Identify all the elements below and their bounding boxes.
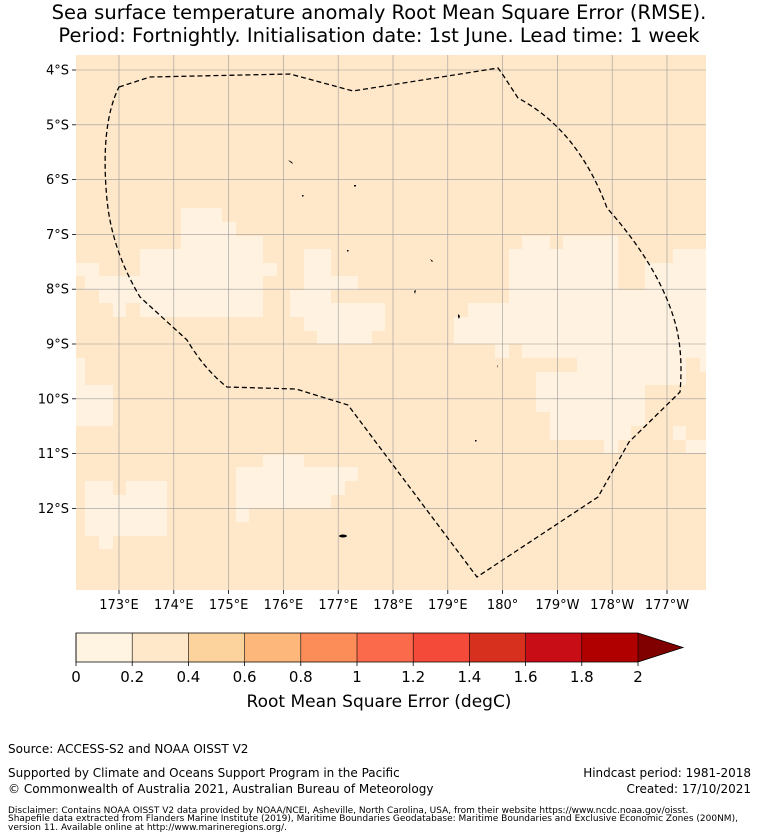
colorbar: 0 0.2 0.4 0.6 0.8 1 1.2 1.4 1.6 1.8 2 bbox=[71, 632, 685, 686]
disclaimer-line-2: Shapefile data extracted from Flanders M… bbox=[8, 814, 738, 824]
patch-southwest bbox=[85, 481, 167, 549]
island bbox=[458, 314, 460, 319]
colorbar-tick-label: 1.2 bbox=[401, 668, 425, 686]
latitude-label: 4°S bbox=[46, 64, 69, 79]
hindcast-period: Hindcast period: 1981-2018 bbox=[583, 766, 751, 780]
colorbar-segment bbox=[525, 633, 582, 662]
colorbar-tick-label: 2 bbox=[633, 668, 643, 686]
patch-west-central bbox=[76, 208, 277, 317]
latitude-label: 6°S bbox=[46, 173, 69, 188]
colorbar-segment bbox=[132, 633, 189, 662]
disclaimer-line-3: version 11. Available online at http://w… bbox=[8, 823, 287, 833]
latitude-label: 11°S bbox=[38, 447, 69, 462]
patch-center bbox=[290, 249, 385, 344]
longitude-label: 177°W bbox=[645, 598, 689, 613]
colorbar-tick-label: 1.8 bbox=[570, 668, 594, 686]
created-date: Created: 17/10/2021 bbox=[626, 782, 751, 796]
colorbar-tick-label: 1.4 bbox=[457, 668, 481, 686]
longitude-label: 178°E bbox=[373, 598, 413, 613]
support-text: Supported by Climate and Oceans Support … bbox=[8, 766, 400, 780]
colorbar-segment bbox=[76, 633, 133, 662]
island bbox=[354, 185, 356, 187]
longitude-labels: 173°E 174°E 175°E 176°E 177°E 178°E 179°E 180° 1… bbox=[99, 590, 689, 613]
longitude-label: 178°W bbox=[590, 598, 634, 613]
island bbox=[288, 160, 293, 164]
patch-west-edge bbox=[76, 358, 113, 426]
map-title-line-1: Sea surface temperature anomaly Root Mea… bbox=[51, 1, 707, 24]
colorbar-tick-label: 1.6 bbox=[514, 668, 538, 686]
island bbox=[339, 534, 347, 538]
longitude-label: 173°E bbox=[99, 598, 139, 613]
colorbar-tick-label: 0.4 bbox=[176, 668, 200, 686]
longitude-label: 174°E bbox=[154, 598, 194, 613]
latitude-label: 10°S bbox=[38, 392, 69, 407]
colorbar-segment bbox=[188, 633, 245, 662]
latitude-label: 12°S bbox=[38, 502, 69, 517]
source-text: Source: ACCESS-S2 and NOAA OISST V2 bbox=[8, 742, 249, 756]
latitude-label: 9°S bbox=[46, 338, 69, 353]
graticule bbox=[76, 55, 706, 590]
patch-south-central bbox=[236, 455, 358, 522]
longitude-label: 179°W bbox=[535, 598, 579, 613]
colorbar-segment bbox=[357, 633, 414, 662]
island bbox=[347, 250, 349, 252]
colorbar-tick-label: 0 bbox=[71, 668, 81, 686]
latitude-labels: 4°S 5°S 6°S 7°S 8°S 9°S 10°S 11°S 12°S bbox=[38, 64, 76, 517]
latitude-label: 8°S bbox=[46, 283, 69, 298]
latitude-label: 5°S bbox=[46, 118, 69, 133]
colorbar-segment bbox=[244, 633, 301, 662]
island bbox=[475, 440, 477, 442]
colorbar-segment bbox=[581, 633, 638, 662]
eez-boundary bbox=[104, 67, 682, 578]
island bbox=[497, 365, 498, 368]
longitude-label: 177°E bbox=[318, 598, 358, 613]
colorbar-tick-label: 1 bbox=[352, 668, 362, 686]
colorbar-tick-label: 0.6 bbox=[233, 668, 257, 686]
colorbar-tick-label: 0.8 bbox=[289, 668, 313, 686]
colorbar-segment bbox=[413, 633, 470, 662]
colorbar-tick-label: 0.2 bbox=[120, 668, 144, 686]
colorbar-extend-arrow bbox=[638, 633, 683, 662]
colorbar-label: Root Mean Square Error (degC) bbox=[246, 692, 512, 712]
colorbar-segment bbox=[469, 633, 526, 662]
longitude-label: 179°E bbox=[428, 598, 468, 613]
disclaimer-line-1: Disclaimer: Contains NOAA OISST V2 data … bbox=[8, 806, 689, 816]
patch-east-corner bbox=[673, 426, 706, 453]
longitude-label: 175°E bbox=[209, 598, 249, 613]
island bbox=[414, 290, 416, 294]
islands bbox=[288, 160, 498, 538]
latitude-label: 7°S bbox=[46, 228, 69, 243]
map-title-line-2: Period: Fortnightly. Initialisation date… bbox=[58, 24, 700, 47]
longitude-label: 176°E bbox=[264, 598, 304, 613]
copyright-text: © Commonwealth of Australia 2021, Austra… bbox=[8, 782, 434, 796]
colorbar-segment bbox=[300, 633, 357, 662]
island bbox=[430, 259, 433, 262]
longitude-label: 180° bbox=[487, 598, 518, 613]
island bbox=[302, 195, 304, 197]
